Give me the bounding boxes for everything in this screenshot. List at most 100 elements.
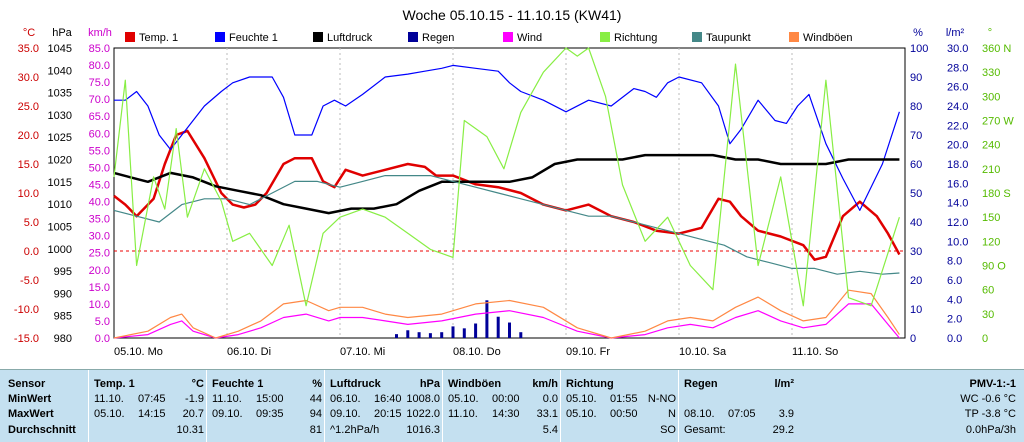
y-tick-label: 5.0: [24, 217, 39, 229]
series-line: [113, 175, 900, 275]
weather-chart: Woche 05.10.15 - 11.10.15 (KW41) Temp. 1…: [14, 7, 1014, 358]
y-tick-label: 12.0: [947, 217, 968, 229]
plot-area: [113, 47, 901, 339]
y-tick-label: 1005: [48, 221, 72, 233]
y-tick-label: 1030: [48, 110, 72, 122]
y-tick-label: 4.0: [947, 294, 962, 306]
y-tick-label: 995: [54, 266, 72, 278]
rain-bar: [451, 326, 455, 338]
rain-bar: [519, 332, 523, 338]
summary-divider: [88, 370, 89, 442]
y-tick-label: 28.0: [947, 62, 968, 74]
rain-bar: [417, 332, 421, 338]
summary-time: 00:50: [610, 408, 638, 420]
summary-date: 11.10.: [448, 408, 478, 420]
summary-value: 44: [309, 393, 322, 405]
y-tick-label: 85.0: [89, 43, 110, 55]
y-tick-label: 0.0: [95, 333, 110, 345]
x-tick-label: 07.10. Mi: [340, 346, 385, 358]
legend-label: Temp. 1: [139, 32, 178, 44]
summary-col-unit: km/h: [532, 378, 558, 390]
rain-bar: [508, 322, 511, 338]
summary-time: 14:30: [492, 408, 520, 420]
y-tick-label: 20.0: [18, 130, 39, 142]
summary-value: 29.2: [772, 424, 794, 436]
summary-time: 14:15: [138, 408, 166, 420]
y-tick-label: 210: [982, 164, 1000, 176]
y-tick-label: 25.0: [18, 101, 39, 113]
summary-divider: [442, 370, 443, 442]
axis-unit-label: °C: [23, 27, 35, 39]
y-tick-label: 240: [982, 140, 1000, 152]
y-tick-label: 60.0: [89, 128, 110, 140]
y-tick-label: 35.0: [89, 214, 110, 226]
y-tick-label: 10: [910, 304, 922, 316]
y-tick-label: 40: [910, 217, 922, 229]
y-tick-label: 300: [982, 91, 1000, 103]
summary-col-header: Luftdruck: [330, 378, 381, 390]
summary-col-header: Regen: [684, 378, 718, 390]
summary-col-unit: °C: [191, 378, 204, 390]
legend-swatch: [313, 32, 323, 42]
rain-bar: [485, 300, 489, 338]
series-line: [113, 47, 900, 307]
summary-value: 1008.0: [406, 393, 440, 405]
summary-date: 11.10.: [94, 393, 124, 405]
axis-unit-label: l/m²: [946, 27, 965, 39]
y-tick-label: 270 W: [982, 116, 1014, 128]
pmv-rate: 0.0hPa/3h: [965, 424, 1016, 436]
summary-date: 05.10.: [566, 393, 597, 405]
y-tick-label: -10.0: [14, 304, 39, 316]
pmv-title: PMV-1:-1: [969, 378, 1016, 390]
y-tick-label: 50.0: [89, 162, 110, 174]
summary-value: SO: [660, 424, 676, 436]
series-line: [113, 289, 900, 339]
y-tick-label: 70: [910, 130, 922, 142]
y-tick-label: 15.0: [18, 159, 39, 171]
summary-col-header: Richtung: [566, 378, 614, 390]
legend-swatch: [692, 32, 702, 42]
x-tick-label: 05.10. Mo: [114, 346, 163, 358]
y-tick-label: 60: [910, 159, 922, 171]
plot-frame: [113, 47, 906, 339]
y-tick-label: 15.0: [89, 282, 110, 294]
x-tick-label: 08.10. Do: [453, 346, 501, 358]
chart-title: Woche 05.10.15 - 11.10.15 (KW41): [403, 7, 622, 23]
y-tick-label: 45.0: [89, 179, 110, 191]
legend-label: Regen: [422, 32, 454, 44]
series-line: [113, 129, 901, 261]
rain-bar: [440, 332, 444, 338]
summary-value: 33.1: [536, 408, 558, 420]
y-tick-label: 1010: [48, 199, 72, 211]
legend-swatch: [600, 32, 610, 42]
summary-table: Sensor MinWert MaxWert Durchschnitt Temp. 1 °…: [0, 369, 1024, 442]
summary-time: 07:05: [728, 408, 756, 420]
y-tick-label: 10.0: [18, 188, 39, 200]
x-tick-label: 11.10. So: [792, 346, 838, 358]
legend-label: Feuchte 1: [229, 32, 278, 44]
summary-value: 20.7: [182, 408, 204, 420]
summary-date: 05.10.: [566, 408, 597, 420]
summary-col-unit: l/m²: [774, 378, 794, 390]
summary-date: 08.10.: [684, 408, 715, 420]
axis-unit-label: hPa: [52, 27, 72, 39]
summary-col-header: Sensor: [8, 378, 46, 390]
grid: [114, 48, 905, 338]
summary-col-unit: %: [312, 378, 322, 390]
y-tick-label: 50: [910, 188, 922, 200]
summary-row-label: MaxWert: [8, 408, 54, 420]
legend-swatch: [503, 32, 513, 42]
rain-bar: [496, 316, 500, 338]
summary-date: 05.10.: [94, 408, 125, 420]
series-line: [113, 303, 900, 339]
y-tick-label: 22.0: [947, 120, 968, 132]
summary-time: 09:35: [256, 408, 284, 420]
y-tick-label: 1040: [48, 65, 72, 77]
legend-swatch: [789, 32, 799, 42]
y-tick-label: 60: [982, 285, 994, 297]
summary-col-unit: hPa: [419, 378, 440, 390]
y-tick-label: 20.0: [89, 265, 110, 277]
legend-label: Wind: [517, 32, 542, 44]
y-tick-label: 0.0: [24, 246, 39, 258]
summary-value: 5.4: [542, 424, 558, 436]
